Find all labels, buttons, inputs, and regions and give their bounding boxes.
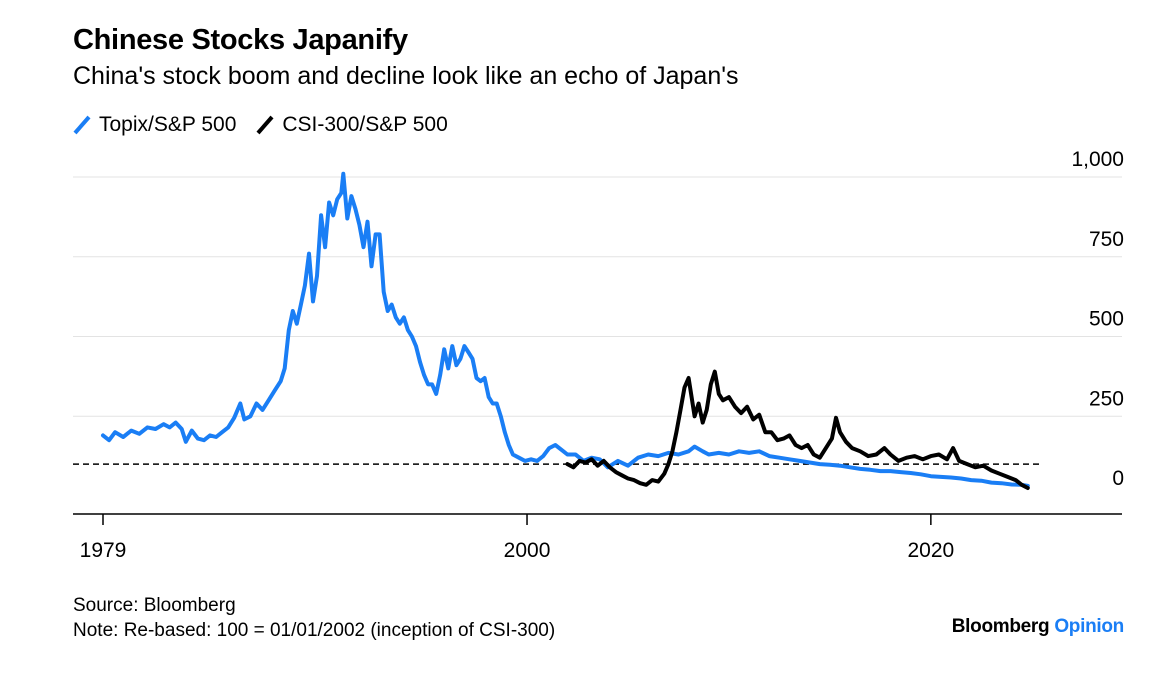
legend-label-csi: CSI-300/S&P 500: [282, 113, 448, 136]
brand-accent: Opinion: [1054, 616, 1124, 637]
x-tick-label-2020: 2020: [907, 539, 954, 562]
series-line-topix: [101, 171, 1030, 488]
chart-subtitle: China's stock boom and decline look like…: [73, 62, 739, 90]
legend-item-csi: CSI-300/S&P 500: [256, 113, 448, 137]
y-tick-label-750: 750: [1089, 228, 1124, 251]
legend-item-topix: Topix/S&P 500: [73, 113, 236, 137]
y-tick-label-1000: 1,000: [1071, 148, 1124, 171]
brand-name: Bloomberg: [951, 616, 1050, 637]
legend-swatch-csi: [256, 115, 274, 135]
series-line-csi300: [565, 369, 1030, 490]
rebase-note: Note: Re-based: 100 = 01/01/2002 (incept…: [73, 620, 556, 641]
y-tick-label-500: 500: [1089, 308, 1124, 331]
y-tick-label-250: 250: [1089, 387, 1124, 410]
legend-label-topix: Topix/S&P 500: [99, 113, 237, 136]
legend-swatch-topix: [73, 115, 91, 135]
x-tick-label-1979: 1979: [80, 539, 127, 562]
x-tick-label-2000: 2000: [504, 539, 551, 562]
legend: Topix/S&P 500 CSI-300/S&P 500: [73, 113, 468, 137]
y-tick-label-0: 0: [1112, 467, 1124, 490]
chart-title: Chinese Stocks Japanify: [73, 24, 408, 56]
bloomberg-opinion-logo: Bloomberg Opinion: [951, 616, 1125, 638]
source-note: Source: Bloomberg: [73, 595, 236, 616]
